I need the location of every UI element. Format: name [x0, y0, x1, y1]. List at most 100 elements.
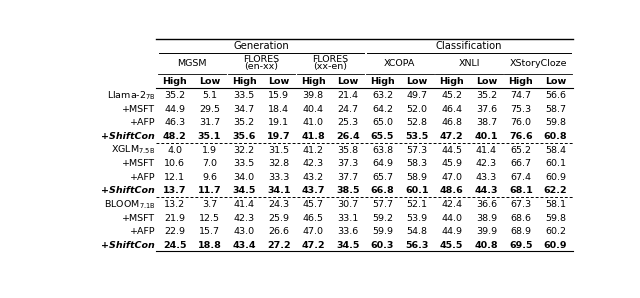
Text: 76.6: 76.6: [509, 132, 532, 141]
Text: 34.5: 34.5: [232, 186, 256, 195]
Text: 47.2: 47.2: [440, 132, 463, 141]
Text: 21.9: 21.9: [164, 214, 186, 223]
Text: 33.1: 33.1: [337, 214, 358, 223]
Text: 59.8: 59.8: [545, 214, 566, 223]
Text: 37.6: 37.6: [476, 105, 497, 114]
Text: 59.2: 59.2: [372, 214, 393, 223]
Text: 12.5: 12.5: [199, 214, 220, 223]
Text: 33.3: 33.3: [268, 173, 289, 182]
Text: +AFP: +AFP: [129, 118, 155, 127]
Text: 43.4: 43.4: [232, 241, 256, 250]
Text: 41.8: 41.8: [301, 132, 325, 141]
Text: High: High: [440, 77, 464, 86]
Text: 42.3: 42.3: [234, 214, 255, 223]
Text: 38.9: 38.9: [476, 214, 497, 223]
Text: 35.2: 35.2: [476, 91, 497, 100]
Text: 31.7: 31.7: [199, 118, 220, 127]
Text: FLORES: FLORES: [312, 55, 349, 64]
Text: 35.2: 35.2: [164, 91, 186, 100]
Text: 21.4: 21.4: [337, 91, 358, 100]
Text: 46.8: 46.8: [441, 118, 462, 127]
Text: 65.2: 65.2: [511, 145, 531, 155]
Text: 15.9: 15.9: [268, 91, 289, 100]
Text: (en-xx): (en-xx): [244, 62, 278, 71]
Text: 41.4: 41.4: [476, 145, 497, 155]
Text: Low: Low: [545, 77, 566, 86]
Text: 39.8: 39.8: [303, 91, 324, 100]
Text: 47.0: 47.0: [303, 227, 324, 236]
Text: +MSFT: +MSFT: [122, 105, 155, 114]
Text: High: High: [163, 77, 187, 86]
Text: 52.0: 52.0: [406, 105, 428, 114]
Text: 13.7: 13.7: [163, 186, 186, 195]
Text: 68.1: 68.1: [509, 186, 533, 195]
Text: 47.0: 47.0: [441, 173, 462, 182]
Text: Classification: Classification: [436, 41, 502, 51]
Text: 24.7: 24.7: [337, 105, 358, 114]
Text: 45.2: 45.2: [441, 91, 462, 100]
Text: Low: Low: [199, 77, 220, 86]
Text: FLORES: FLORES: [243, 55, 280, 64]
Text: 45.5: 45.5: [440, 241, 463, 250]
Text: 44.9: 44.9: [441, 227, 462, 236]
Text: 43.3: 43.3: [476, 173, 497, 182]
Text: 13.2: 13.2: [164, 200, 186, 209]
Text: 18.8: 18.8: [198, 241, 221, 250]
Text: 44.9: 44.9: [164, 105, 186, 114]
Text: Low: Low: [406, 77, 428, 86]
Text: 37.3: 37.3: [337, 159, 358, 168]
Text: 19.1: 19.1: [268, 118, 289, 127]
Text: 64.2: 64.2: [372, 105, 393, 114]
Text: XNLI: XNLI: [458, 59, 480, 68]
Text: 58.7: 58.7: [545, 105, 566, 114]
Text: 48.2: 48.2: [163, 132, 187, 141]
Text: Llama-2$_{\mathregular{7B}}$: Llama-2$_{\mathregular{7B}}$: [106, 89, 155, 102]
Text: 65.0: 65.0: [372, 118, 393, 127]
Text: 60.9: 60.9: [545, 173, 566, 182]
Text: 41.4: 41.4: [234, 200, 255, 209]
Text: 75.3: 75.3: [511, 105, 532, 114]
Text: 35.6: 35.6: [232, 132, 256, 141]
Text: 1.9: 1.9: [202, 145, 217, 155]
Text: 34.5: 34.5: [336, 241, 360, 250]
Text: 59.8: 59.8: [545, 118, 566, 127]
Text: 39.9: 39.9: [476, 227, 497, 236]
Text: 40.1: 40.1: [475, 132, 498, 141]
Text: 68.6: 68.6: [511, 214, 531, 223]
Text: (xx-en): (xx-en): [314, 62, 348, 71]
Text: 35.2: 35.2: [234, 118, 255, 127]
Text: 26.6: 26.6: [268, 227, 289, 236]
Text: +ShiftCon: +ShiftCon: [101, 186, 155, 195]
Text: 58.1: 58.1: [545, 200, 566, 209]
Text: 32.8: 32.8: [268, 159, 289, 168]
Text: 60.1: 60.1: [545, 159, 566, 168]
Text: 5.1: 5.1: [202, 91, 217, 100]
Text: 27.2: 27.2: [267, 241, 291, 250]
Text: High: High: [232, 77, 257, 86]
Text: XCOPA: XCOPA: [384, 59, 415, 68]
Text: 7.0: 7.0: [202, 159, 217, 168]
Text: 76.0: 76.0: [511, 118, 531, 127]
Text: 34.0: 34.0: [234, 173, 255, 182]
Text: 46.4: 46.4: [441, 105, 462, 114]
Text: 11.7: 11.7: [198, 186, 221, 195]
Text: 45.9: 45.9: [441, 159, 462, 168]
Text: 42.3: 42.3: [476, 159, 497, 168]
Text: 67.4: 67.4: [511, 173, 531, 182]
Text: 24.5: 24.5: [163, 241, 186, 250]
Text: 53.9: 53.9: [406, 214, 428, 223]
Text: 58.3: 58.3: [406, 159, 428, 168]
Text: MGSM: MGSM: [177, 59, 207, 68]
Text: 34.1: 34.1: [267, 186, 291, 195]
Text: 4.0: 4.0: [167, 145, 182, 155]
Text: 29.5: 29.5: [199, 105, 220, 114]
Text: High: High: [301, 77, 326, 86]
Text: 57.3: 57.3: [406, 145, 428, 155]
Text: 36.6: 36.6: [476, 200, 497, 209]
Text: 45.7: 45.7: [303, 200, 324, 209]
Text: 15.7: 15.7: [199, 227, 220, 236]
Text: 24.3: 24.3: [268, 200, 289, 209]
Text: 68.9: 68.9: [511, 227, 531, 236]
Text: 44.5: 44.5: [441, 145, 462, 155]
Text: BLOOM$_{\mathregular{7.1B}}$: BLOOM$_{\mathregular{7.1B}}$: [104, 198, 155, 211]
